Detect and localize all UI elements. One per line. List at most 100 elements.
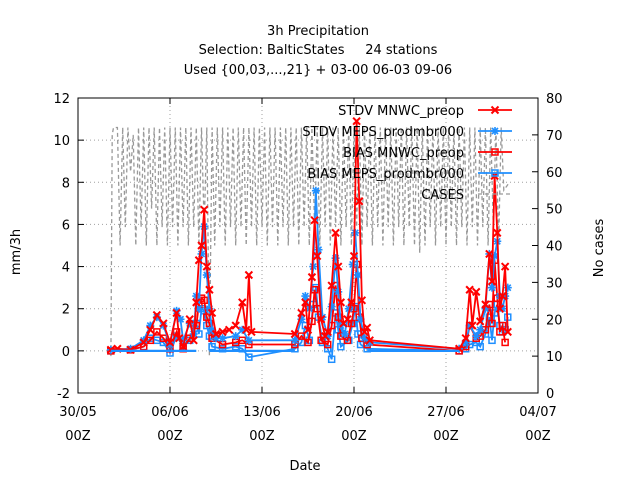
data-point (311, 186, 320, 195)
x-tick-label-hour: 00Z (525, 429, 551, 444)
data-point (323, 340, 332, 349)
data-point (316, 315, 326, 324)
data-point (323, 345, 332, 353)
data-point (231, 321, 240, 330)
data-point (327, 355, 336, 364)
y-tick-label: 12 (53, 92, 70, 107)
data-point (197, 241, 206, 250)
data-point (304, 338, 312, 347)
data-point (352, 116, 361, 126)
data-point (218, 334, 227, 343)
data-point (334, 262, 343, 271)
chart-subtitle-2: Used {00,03,...,21} + 03-00 06-03 09-06 (184, 63, 452, 78)
data-point (501, 338, 509, 347)
y2-tick-label: 10 (546, 350, 563, 365)
data-point (327, 281, 336, 290)
data-point (245, 353, 253, 361)
legend-label: STDV MEPS_prodmbr000 (302, 125, 464, 140)
data-point (360, 327, 369, 337)
data-point (334, 313, 342, 321)
data-point (476, 325, 485, 334)
data-point (323, 327, 332, 337)
data-point (500, 262, 510, 271)
data-point (336, 298, 346, 307)
y-tick-label: 2 (62, 303, 70, 318)
data-point (224, 325, 234, 334)
data-point (365, 336, 374, 345)
data-point (194, 256, 204, 265)
data-point (199, 205, 209, 214)
data-point (202, 262, 212, 271)
data-point (488, 319, 496, 328)
y-tick-label: 8 (62, 176, 70, 191)
data-point (503, 327, 512, 337)
data-point (192, 321, 201, 330)
data-point (297, 332, 306, 340)
data-point (200, 296, 208, 305)
data-point (231, 332, 240, 341)
data-point (244, 270, 254, 280)
legend-entry: BIAS MEPS_prodmbr000 (307, 167, 512, 182)
data-point (303, 325, 313, 334)
legend-marker (491, 127, 499, 135)
data-point (349, 251, 359, 261)
y2-tick-label: 70 (546, 129, 563, 144)
y2-tick-label: 40 (546, 240, 563, 255)
data-point (461, 334, 470, 343)
data-point (468, 321, 477, 330)
data-point (357, 296, 367, 305)
data-point (244, 336, 253, 345)
data-point (487, 277, 497, 286)
data-point (165, 338, 175, 347)
y2-tick-label: 30 (546, 276, 563, 291)
data-point (207, 308, 217, 318)
x-tick-label-date: 06/06 (151, 405, 188, 420)
data-point (208, 342, 216, 351)
data-point (192, 298, 201, 307)
legend-entry: CASES (421, 188, 512, 203)
legend: STDV MNWC_preop STDV MEPS_prodmbr000 BIAS … (302, 104, 512, 203)
x-tick-label-hour: 00Z (157, 429, 183, 444)
data-point (498, 321, 507, 330)
data-point (307, 272, 317, 282)
data-point (172, 308, 181, 318)
data-point (347, 298, 356, 307)
y-tick-label: 4 (62, 261, 70, 276)
x-tick-label-date: 20/06 (335, 405, 372, 420)
x-tick-label-date: 04/07 (519, 405, 556, 420)
data-point (475, 317, 485, 326)
data-point (238, 298, 247, 307)
data-point (301, 292, 310, 301)
axes: -2 0 2 4 6 8 10 12 0 10 20 30 40 50 60 70 80 30/05 00Z 06/0… (53, 92, 562, 444)
legend-label: CASES (421, 188, 464, 203)
data-point (189, 336, 198, 345)
y-tick-label: 0 (62, 345, 70, 360)
legend-label: BIAS MNWC_preop (343, 146, 464, 161)
y-tick-label: 10 (53, 134, 70, 149)
data-point (337, 332, 345, 340)
data-point (347, 319, 356, 328)
series-layer (106, 116, 512, 364)
data-point (247, 327, 256, 337)
legend-label: STDV MNWC_preop (338, 104, 464, 119)
data-point (301, 298, 310, 307)
legend-marker (490, 105, 500, 115)
legend-label: BIAS MEPS_prodmbr000 (307, 167, 464, 182)
y2-tick-label: 50 (546, 203, 563, 218)
data-point (211, 329, 221, 339)
legend-marker (491, 169, 499, 177)
data-point (481, 300, 490, 309)
data-point (362, 323, 372, 332)
y2-tick-label: 20 (546, 313, 563, 328)
x-tick-label-hour: 00Z (341, 429, 367, 444)
data-point (290, 336, 299, 345)
data-point (488, 283, 496, 292)
data-point (485, 249, 494, 259)
y2-tick-label: 60 (546, 166, 563, 181)
data-point (218, 327, 227, 337)
y2-tick-label: 80 (546, 92, 563, 107)
data-point (178, 342, 188, 351)
data-point (159, 319, 168, 328)
data-point (297, 308, 306, 318)
